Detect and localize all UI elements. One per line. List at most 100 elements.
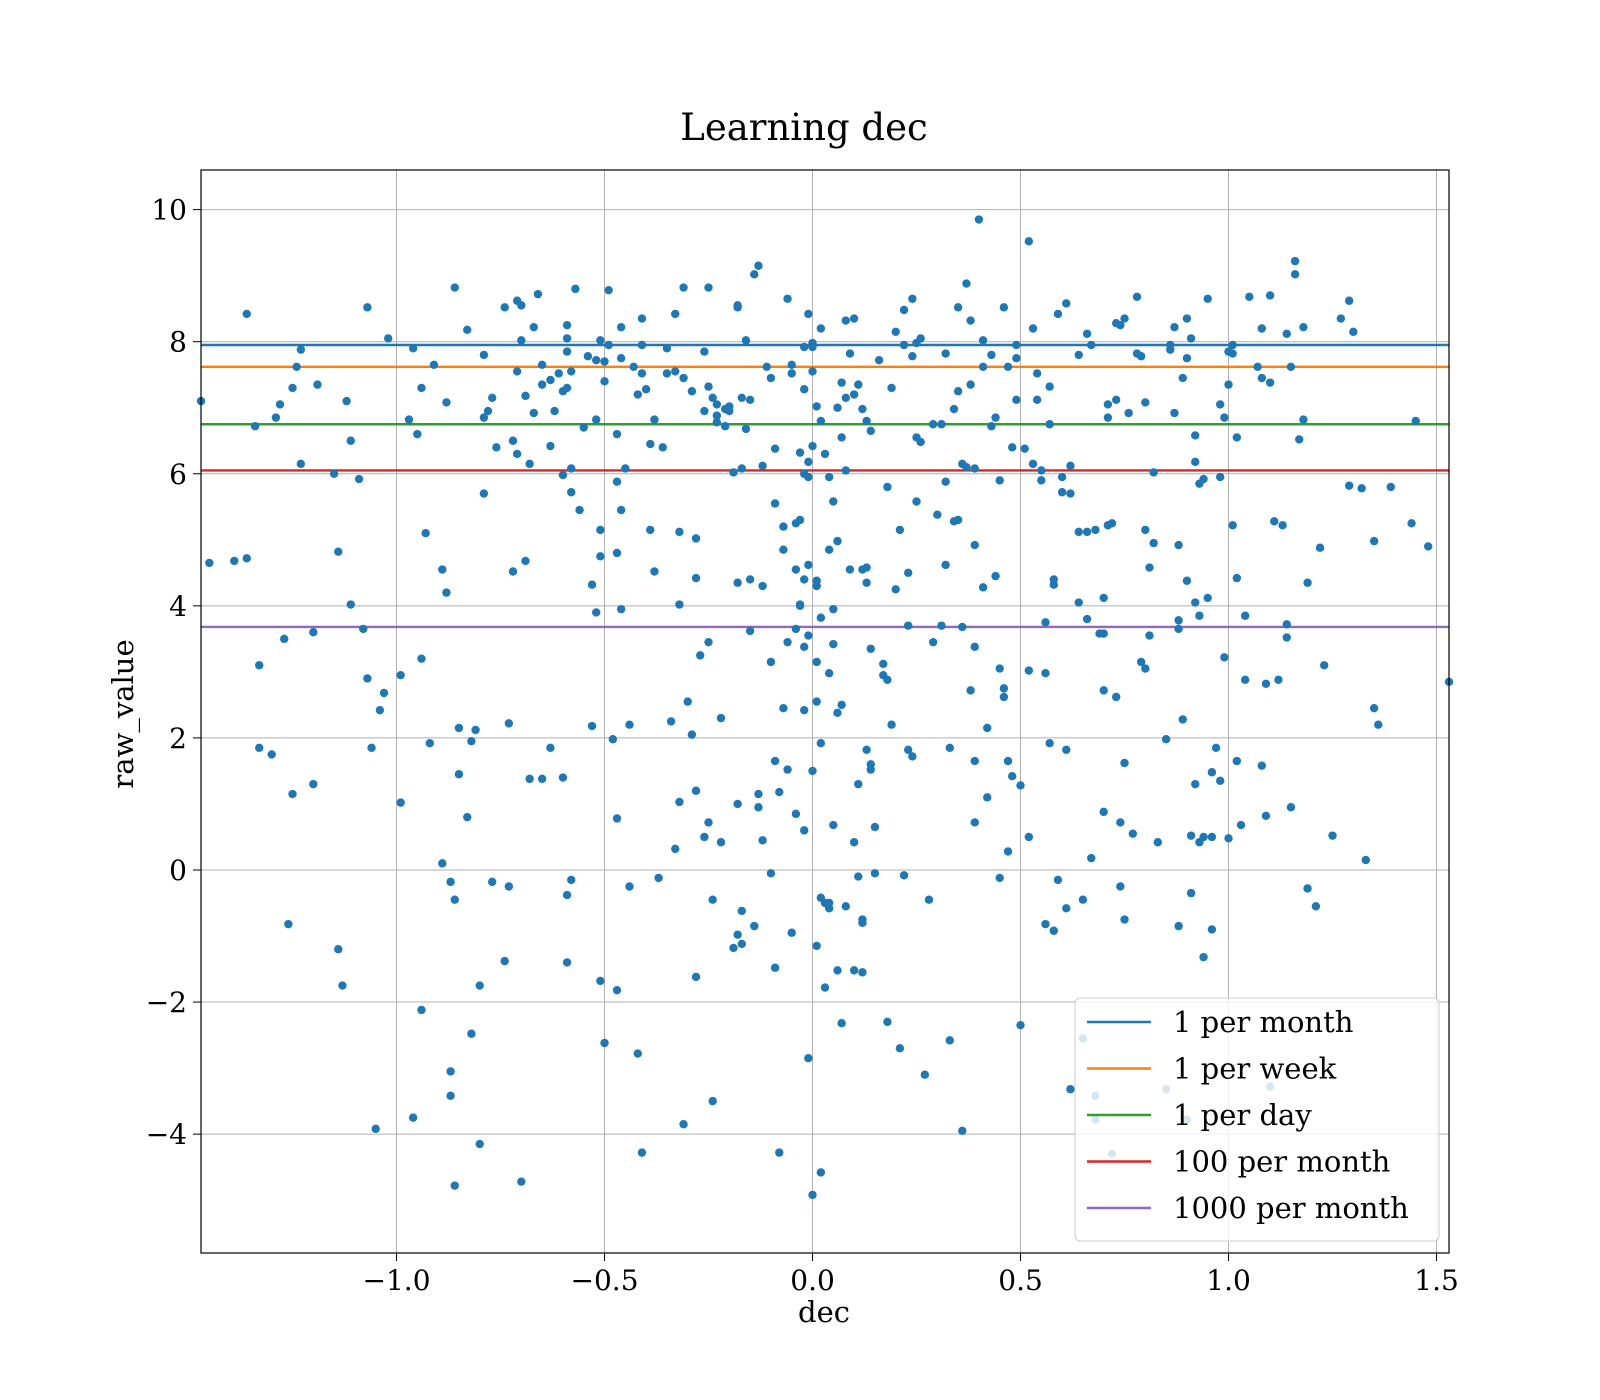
scatter-point [1045, 382, 1054, 391]
scatter-point [1099, 686, 1108, 695]
scatter-point [800, 705, 809, 715]
scatter-point [567, 488, 576, 497]
scatter-point [854, 779, 863, 789]
scatter-point [562, 958, 572, 967]
scatter-point [454, 723, 464, 733]
scatter-point [770, 963, 780, 972]
scatter-point [396, 798, 405, 807]
scatter-point [475, 981, 484, 990]
scatter-point [1091, 525, 1100, 535]
scatter-point [296, 345, 306, 354]
scatter-point [417, 654, 426, 663]
scatter-point [899, 305, 909, 315]
scatter-point [616, 505, 626, 515]
scatter-point [600, 1038, 609, 1048]
scatter-point [974, 215, 984, 224]
scatter-point [1232, 433, 1242, 442]
scatter-point [795, 515, 805, 525]
scatter-point [1186, 334, 1196, 343]
scatter-point [770, 756, 780, 766]
scatter-point [500, 303, 509, 312]
scatter-point [508, 436, 518, 445]
scatter-point [292, 362, 301, 371]
scatter-point [824, 472, 834, 482]
scatter-point [741, 336, 751, 345]
y-axis-label: raw_value [106, 639, 141, 788]
scatter-point [280, 634, 289, 644]
scatter-point [987, 422, 996, 431]
scatter-point [479, 350, 489, 360]
threshold-lines [201, 343, 1449, 629]
scatter-point [999, 303, 1009, 312]
plot-frame [200, 169, 1450, 1254]
scatter-point [371, 1124, 380, 1134]
scatter-point [691, 573, 701, 583]
data-points [196, 215, 1454, 1200]
scatter-point [716, 838, 726, 847]
scatter-point [562, 347, 572, 356]
scatter-point [945, 743, 954, 753]
scatter-point [883, 675, 892, 685]
scatter-point [529, 408, 538, 418]
scatter-point [1207, 925, 1217, 934]
scatter-point [616, 322, 626, 332]
scatter-point [928, 637, 938, 647]
scatter-point [517, 336, 526, 345]
scatter-point [288, 789, 297, 799]
scatter-point [962, 462, 971, 472]
scatter-point [512, 449, 522, 459]
scatter-point [1374, 720, 1383, 729]
scatter-point [733, 301, 742, 310]
scatter-point [829, 497, 838, 506]
scatter-point [804, 560, 813, 570]
x-tick-label: −0.5 [571, 1264, 639, 1297]
scatter-point [1199, 474, 1208, 484]
scatter-point [804, 457, 813, 467]
scatter-point [887, 720, 896, 729]
scatter-point [587, 580, 597, 589]
scatter-point [475, 1139, 484, 1149]
scatter-point [1303, 884, 1312, 893]
scatter-point [1207, 768, 1217, 777]
scatter-point [895, 525, 905, 535]
scatter-point [899, 871, 909, 880]
scatter-point [346, 600, 355, 609]
scatter-point [1290, 256, 1300, 266]
scatter-point [991, 571, 1000, 581]
scatter-point [567, 875, 576, 885]
legend: 1 per month 1 per week 1 per day 100 per mo… [1074, 997, 1440, 1242]
scatter-point [1107, 519, 1117, 528]
scatter-point [916, 437, 925, 447]
scatter-point [517, 301, 526, 310]
scatter-point [912, 497, 921, 506]
scatter-point [604, 285, 613, 295]
scatter-point [255, 661, 264, 670]
scatter-point [762, 362, 771, 371]
scatter-point [1216, 400, 1225, 409]
scatter-point [438, 565, 447, 574]
scatter-point [862, 745, 871, 755]
scatter-point [417, 1005, 426, 1015]
scatter-point [1161, 735, 1171, 744]
scatter-point [1003, 362, 1013, 371]
scatter-point [745, 575, 755, 584]
scatter-point [329, 469, 339, 478]
scatter-point [791, 565, 801, 574]
scatter-point [745, 626, 755, 636]
scatter-point [637, 1148, 647, 1157]
scatter-point [845, 565, 855, 574]
scatter-point [612, 477, 622, 486]
scatter-point [808, 766, 817, 776]
scatter-point [1369, 703, 1379, 713]
scatter-point [824, 668, 834, 678]
legend-box [1074, 997, 1440, 1242]
scatter-point [1240, 675, 1250, 685]
y-axis: −4 −2 0 2 4 6 8 10 [146, 194, 201, 1151]
scatter-point [1132, 292, 1142, 301]
scatter-point [712, 411, 722, 420]
scatter-point [1087, 853, 1096, 863]
x-tick-label: 0.5 [998, 1264, 1043, 1297]
scatter-point [1136, 352, 1146, 361]
scatter-point [1290, 270, 1300, 279]
